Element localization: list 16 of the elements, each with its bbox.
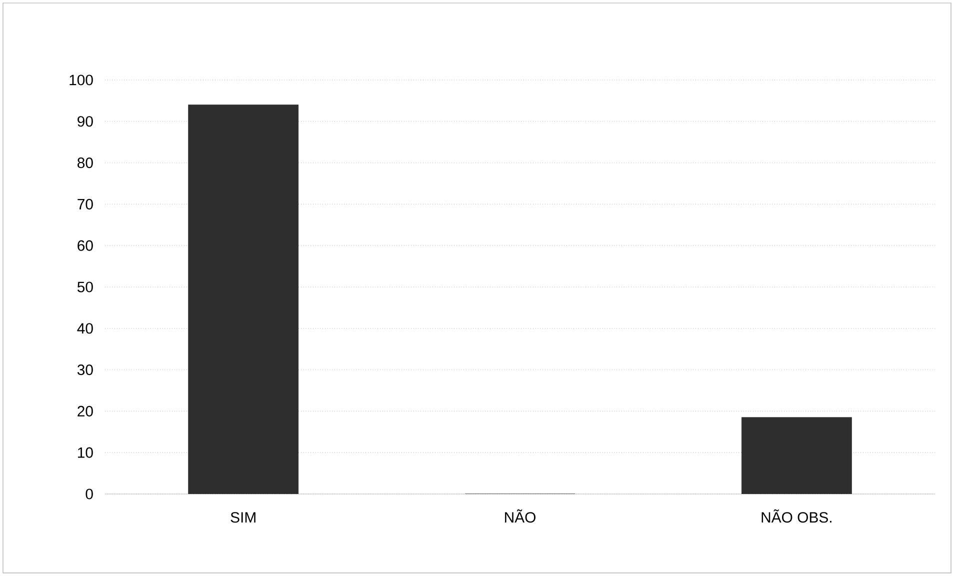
y-tick-label: 60 xyxy=(78,240,93,251)
y-tick-label: 50 xyxy=(77,282,93,292)
y-tick-label: 20 xyxy=(78,406,93,416)
y-tick-label: 100 xyxy=(70,74,93,86)
y-tick-label: 10 xyxy=(78,447,93,458)
y-tick-label: 40 xyxy=(77,323,93,334)
y-tick-label: 90 xyxy=(78,116,93,127)
x-tick-label: SIM xyxy=(230,512,256,523)
y-tick-label: 80 xyxy=(78,157,93,168)
bar xyxy=(741,417,852,494)
y-tick-label: 0 xyxy=(86,488,93,500)
y-tick-label: 70 xyxy=(78,198,93,210)
x-tick-label: NÃO xyxy=(505,509,536,523)
x-tick-label: NÃO OBS. xyxy=(762,509,832,523)
y-tick-label: 30 xyxy=(77,364,93,376)
bar xyxy=(188,104,299,494)
